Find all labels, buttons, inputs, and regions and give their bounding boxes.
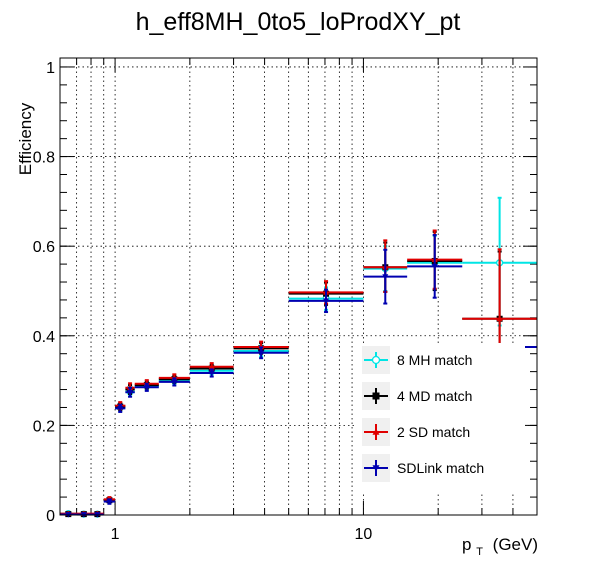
data-point: [288, 288, 364, 314]
legend-label: 8 MH match: [397, 352, 472, 368]
data-series: [60, 196, 537, 518]
inverted-triangle-marker: [431, 263, 438, 270]
legend-entry-2: 2 SD match: [364, 424, 470, 440]
legend-entries: 8 MH match 4 MD match 2 SD match SDLink mat…: [364, 352, 484, 476]
x-tick-label: 1: [111, 526, 120, 543]
inverted-triangle-marker: [208, 370, 215, 376]
data-point: [407, 233, 463, 299]
data-point: [158, 377, 190, 387]
y-tick-label: 0.6: [33, 239, 55, 256]
open-circle-marker: [371, 355, 381, 365]
inverted-triangle-marker: [382, 274, 389, 280]
data-point: [134, 382, 159, 392]
legend-label: 4 MD match: [397, 388, 472, 404]
y-tick-label: 1: [46, 60, 55, 77]
chart-title: h_eff8MH_0to5_loProdXY_pt: [136, 8, 461, 36]
y-axis-label: Efficiency: [16, 102, 35, 175]
x-axis-label-sub: T: [476, 546, 483, 558]
legend-entry-0: 8 MH match: [364, 352, 472, 368]
inverted-triangle-marker: [372, 465, 380, 472]
data-point: [189, 368, 234, 378]
triangle-marker: [372, 428, 380, 435]
series-3: [60, 233, 537, 518]
x-tick-label: 10: [355, 526, 373, 543]
tick-labels: 1 10 0 0.2 0.4 0.6 0.8 1: [33, 60, 373, 543]
square-marker: [372, 392, 380, 400]
triangle-marker: [208, 363, 215, 370]
data-point: [115, 403, 126, 413]
legend: 8 MH match 4 MD match 2 SD match SDLink mat…: [357, 343, 525, 493]
legend-label: 2 SD match: [397, 424, 470, 440]
inverted-triangle-marker: [323, 298, 330, 304]
y-tick-label: 0.2: [33, 418, 55, 435]
x-axis-label-unit: (GeV): [493, 535, 538, 554]
y-tick-label: 0.8: [33, 150, 55, 167]
data-point: [103, 498, 116, 505]
x-axis-label-main: p: [462, 535, 471, 554]
legend-entry-1: 4 MD match: [364, 388, 472, 404]
inverted-triangle-marker: [106, 499, 113, 505]
inverted-triangle-marker: [117, 405, 124, 412]
legend-label: SDLink match: [397, 460, 484, 476]
inverted-triangle-marker: [171, 379, 178, 385]
data-point: [125, 386, 135, 398]
legend-entry-3: SDLink match: [364, 460, 484, 476]
inverted-triangle-marker: [258, 350, 265, 356]
data-point: [363, 248, 408, 305]
triangle-marker: [496, 315, 503, 322]
inverted-triangle-marker: [127, 389, 134, 396]
inverted-triangle-marker: [143, 384, 150, 391]
data-point: [233, 346, 289, 360]
plot-frame: [59, 57, 538, 516]
y-tick-label: 0.4: [33, 329, 55, 346]
x-axis-label: p T (GeV): [462, 535, 538, 559]
y-tick-label: 0: [46, 508, 55, 525]
